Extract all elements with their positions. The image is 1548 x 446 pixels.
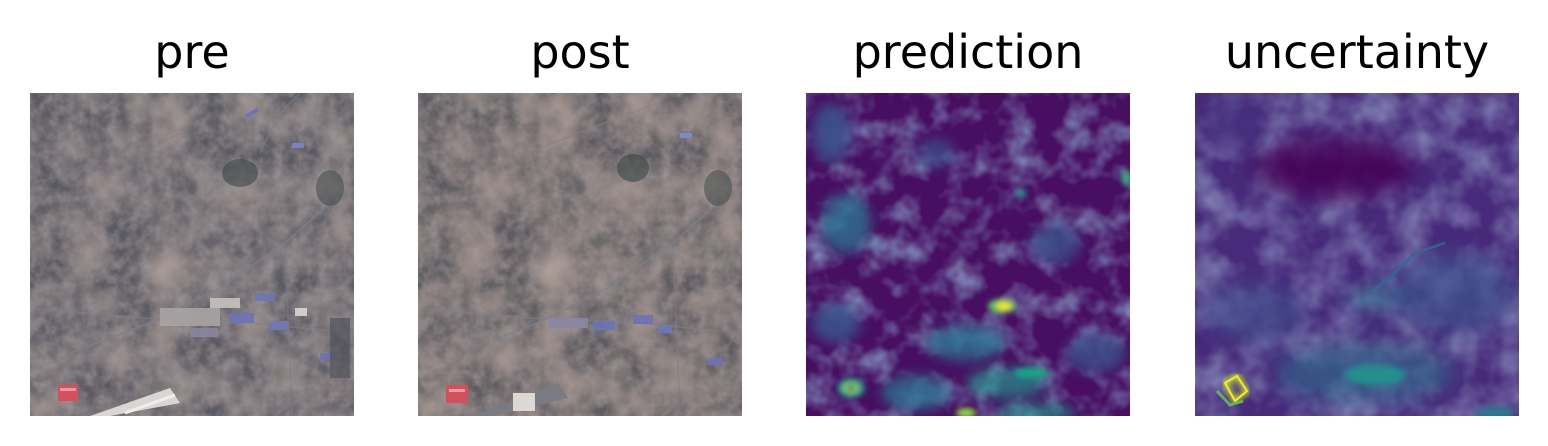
panel-title-prediction: prediction — [852, 25, 1084, 79]
panel-title-pre: pre — [154, 25, 230, 79]
panel-prediction: prediction — [806, 0, 1130, 446]
post-satellite-image — [418, 93, 742, 416]
panel-title-uncertainty: uncertainty — [1224, 25, 1490, 79]
panel-post: post — [418, 0, 742, 446]
panel-uncertainty: uncertainty — [1195, 0, 1519, 446]
uncertainty-heatmap — [1195, 93, 1519, 416]
pre-satellite-image — [30, 93, 354, 416]
prediction-heatmap — [806, 93, 1130, 416]
panel-title-post: post — [530, 25, 630, 79]
panel-pre: pre — [30, 0, 354, 446]
